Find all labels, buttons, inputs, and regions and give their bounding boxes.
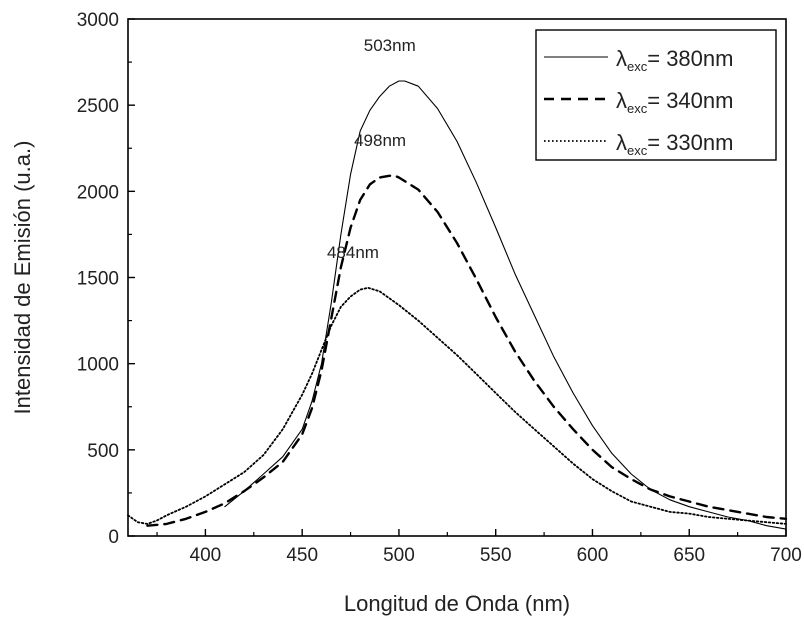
series-line-2 (146, 174, 788, 527)
y-tick-label: 1000 (77, 355, 119, 376)
x-tick-label: 700 (770, 545, 802, 566)
legend: λexc= 380nm λexc= 340nm λexc= 330nm (535, 29, 777, 161)
x-axis-title: Longitud de Onda (nm) (344, 591, 570, 616)
y-tick-label: 2500 (77, 96, 119, 117)
series-lines (127, 80, 788, 530)
series-line-1 (224, 80, 787, 530)
peak-annotations: 503nm 498nm 484nm (327, 36, 416, 262)
x-tick-label: 500 (383, 545, 415, 566)
series-line-3 (127, 286, 787, 525)
y-tick-label: 1500 (77, 269, 119, 290)
x-tick-label: 650 (673, 545, 705, 566)
y-tick-label: 500 (87, 441, 119, 462)
legend-label-2: λexc= 340nm (616, 88, 733, 116)
x-tick-label: 600 (577, 545, 609, 566)
legend-label-1: λexc= 380nm (616, 46, 733, 74)
peak-label-1: 503nm (364, 36, 416, 55)
axes: 400 450 500 550 600 650 700 0 500 1000 1500 2000 250… (77, 10, 802, 566)
x-tick-label: 450 (286, 545, 318, 566)
x-tick-label: 550 (480, 545, 512, 566)
peak-label-2: 498nm (354, 131, 406, 150)
y-tick-label: 3000 (77, 10, 119, 31)
legend-box (535, 29, 777, 161)
x-tick-label: 400 (190, 545, 222, 566)
y-tick-label: 2000 (77, 182, 119, 203)
y-axis-title: Intensidad de Emisión (u.a.) (10, 141, 35, 415)
peak-label-3: 484nm (327, 243, 379, 262)
legend-label-3: λexc= 330nm (616, 130, 733, 158)
y-tick-label: 0 (108, 527, 119, 548)
